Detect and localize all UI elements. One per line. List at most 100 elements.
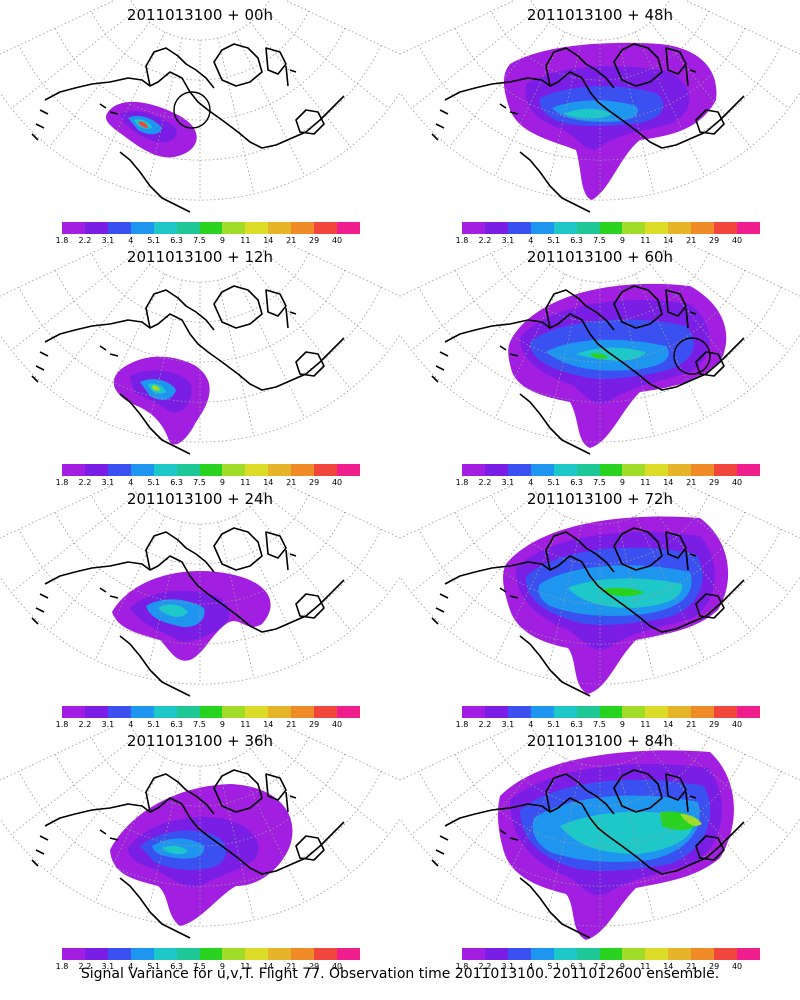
latitude-line [0,817,400,927]
colorbar-swatch [245,222,269,234]
colorbar-swatch [199,948,223,960]
coastline-segment [31,587,119,625]
colorbar-labels: 1.8 2.2 3.1 4 5.1 6.3 7.5 9 11 14 21 29 40 [456,236,760,246]
colorbar-tick-label: 7.5 [593,720,606,729]
latitude-line [530,242,670,283]
coastline-segment [444,797,745,875]
colorbar-swatch [599,464,623,476]
latitude-line [400,817,800,927]
colorbar-tick-label: 29 [309,720,320,729]
colorbar-swatch [622,706,646,718]
coastline-segment [519,151,591,213]
panel-12h: 2011013100 + 12h 1.8 2.2 3.1 4 5.1 6.3 7.5 9 11 1… [0,242,400,487]
colorbar-swatch [245,706,269,718]
meridian-line [249,22,351,148]
variance-field [112,571,271,661]
colorbar-swatch [107,222,131,234]
coastline-segment [31,103,119,141]
colorbar-labels: 1.8 2.2 3.1 4 5.1 6.3 7.5 9 11 14 21 29 40 [56,962,360,972]
colorbar-swatch [84,464,108,476]
colorbar-tick-label: 11 [640,236,651,245]
colorbar-tick-label: 4 [528,720,534,729]
colorbar-swatch [153,464,177,476]
colorbar-tick-label: 11 [640,962,651,971]
meridian-line [145,279,183,436]
panel-36h: 2011013100 + 36h 1.8 2.2 3.1 4 5.1 6.3 7.5 9 11 1… [0,726,400,971]
meridian-line [400,726,516,781]
colorbar-swatch [737,222,760,234]
coastline [31,769,345,939]
colorbar-tick-label: 21 [286,236,297,245]
colorbar-swatch [484,706,508,718]
colorbar-swatch [268,464,292,476]
colorbar-swatch [268,948,292,960]
colorbar [462,464,760,476]
coastline-segment [685,791,697,813]
colorbar-tick-label: 29 [709,478,720,487]
latitude-line [91,494,309,565]
colorbar-tick-label: 11 [640,720,651,729]
colorbar-tick-label: 40 [731,720,743,729]
colorbar-swatch [245,948,269,960]
latitude-line [91,736,309,807]
latitude-line [418,287,782,403]
colorbar-swatch [199,222,223,234]
colorbar-tick-label: 2.2 [78,720,92,729]
colorbar-swatch [222,948,246,960]
colorbar-swatch [645,706,669,718]
graticule [400,0,800,201]
graticule [0,726,400,927]
colorbar-tick-label: 11 [240,236,251,245]
latitude-line [91,10,309,81]
coastline-segment [265,773,287,801]
colorbar-swatch [153,222,177,234]
colorbar-tick-label: 9 [619,236,625,245]
colorbar-swatch [130,464,154,476]
colorbar-swatch [462,948,485,960]
latitude-line [400,91,800,201]
coastline-segment [545,773,615,815]
meridian-line [400,242,516,297]
variance-field [105,101,197,158]
meridian-line [684,0,800,55]
colorbar-labels: 1.8 2.2 3.1 4 5.1 6.3 7.5 9 11 14 21 29 40 [56,478,360,488]
colorbar-tick-label: 9 [219,236,225,245]
colorbar [62,706,360,718]
coastline-segment [265,47,287,75]
colorbar-tick-label: 5.1 [547,962,561,971]
meridian-line [217,763,255,920]
coastline-segment [265,531,287,559]
meridian-line [0,484,116,539]
colorbar-swatch [291,464,315,476]
colorbar-tick-label: 11 [240,720,251,729]
meridian-line [545,521,583,678]
meridian-line [617,37,655,194]
variance-contour [162,845,188,855]
colorbar-swatch [599,222,623,234]
coastline-segment [545,47,615,89]
meridian-line [49,506,151,632]
colorbar [462,706,760,718]
colorbar-swatch [691,464,715,476]
latitude-line [54,753,346,847]
coastline [431,285,745,455]
coastline-segment [695,593,725,619]
meridian-line [249,748,351,874]
graticule [0,0,400,201]
meridian-line [449,264,551,390]
colorbar-tick-label: 40 [731,962,743,971]
colorbar-swatch [668,706,692,718]
coastline [431,43,745,213]
colorbar-swatch [222,464,246,476]
meridian-line [11,735,138,835]
coastline-segment [519,393,591,455]
latitude-line [454,511,746,605]
colorbar-tick-label: 2.2 [478,962,492,971]
meridian-line [400,484,516,539]
variance-contour [600,587,644,597]
graticule [400,726,800,927]
latitude-line [18,771,382,887]
meridian-line [145,521,183,678]
meridian-line [684,726,800,781]
meridian-line [662,9,789,109]
